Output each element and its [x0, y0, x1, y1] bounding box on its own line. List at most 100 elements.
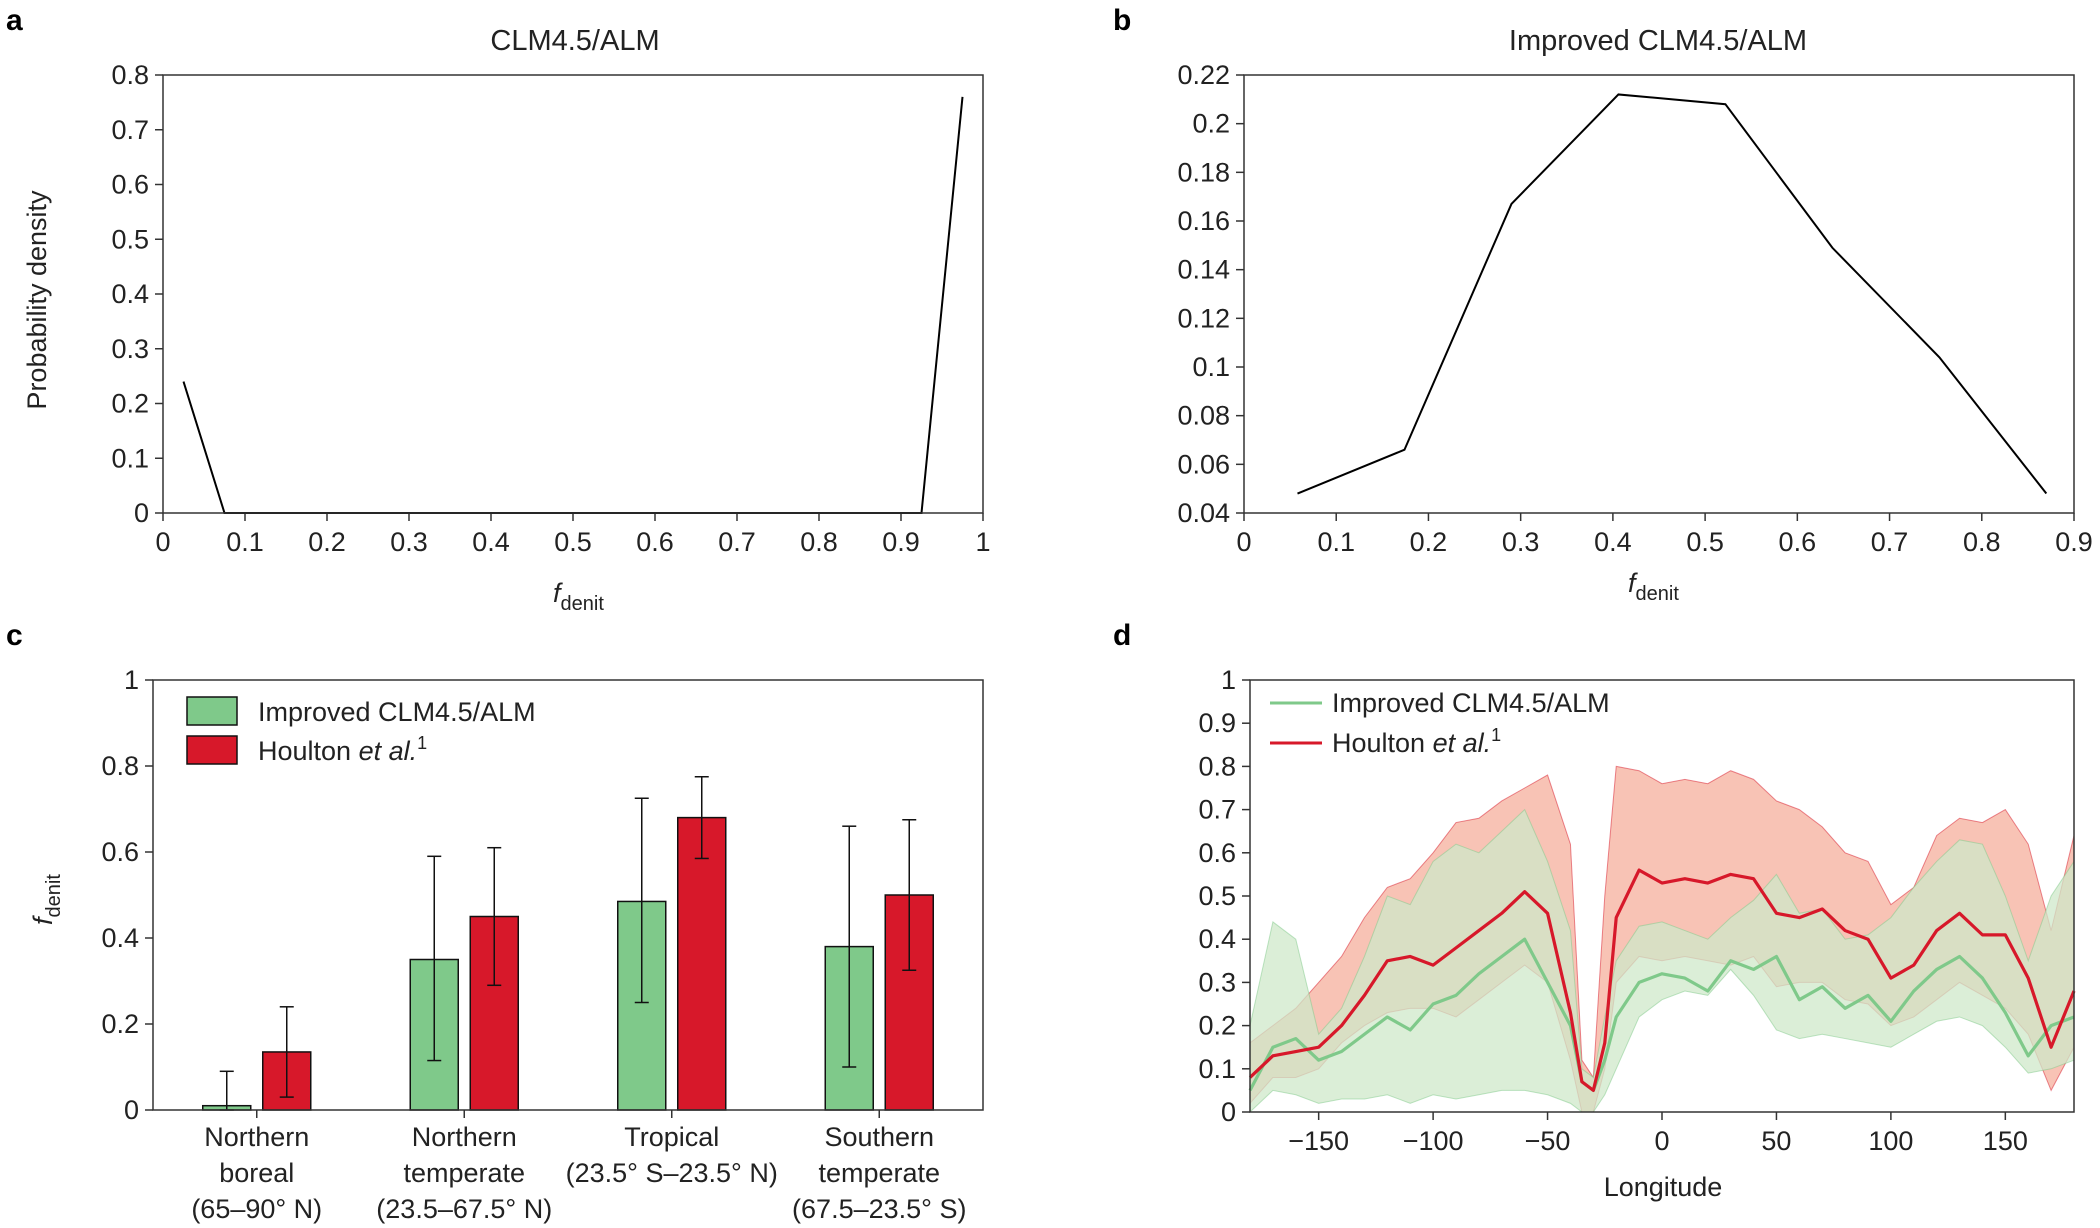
y-tick-label: 0.2 [101, 1009, 139, 1039]
line-houlton [1248, 868, 2076, 1093]
legend-houlton-name: Houlton [258, 736, 359, 766]
y-tick-label: 0.8 [101, 751, 139, 781]
panel-b-frame [1243, 74, 2075, 514]
panel-a-frame [162, 74, 984, 514]
x-tick-label: 100 [1868, 1126, 1913, 1156]
y-tick-label: 0 [124, 1095, 139, 1125]
y-tick-label: 0.6 [1198, 838, 1236, 868]
bar [677, 816, 727, 1111]
density-line-a [182, 96, 964, 514]
panel-b-xlabel-main: f [1628, 568, 1638, 598]
x-tick-label: −150 [1288, 1126, 1349, 1156]
x-tick-label: 0.4 [472, 527, 510, 557]
category-label: (23.5° S–23.5° N) [566, 1158, 778, 1188]
x-tick-label: 0.3 [390, 527, 428, 557]
panel-b-title: Improved CLM4.5/ALM [1509, 25, 1807, 57]
y-tick-label: 0.5 [1198, 881, 1236, 911]
panel-a-ylabel: Probability density [22, 190, 52, 410]
x-tick-label: 0.2 [308, 527, 346, 557]
x-tick-label: 0.6 [636, 527, 674, 557]
category-label: boreal [219, 1158, 294, 1188]
y-tick-label: 0.4 [111, 279, 149, 309]
panel-c-legend: Improved CLM4.5/ALM Houlton et al.1 [186, 696, 536, 766]
x-tick-label: 1 [975, 527, 990, 557]
legend-label-houlton: Houlton et al.1 [258, 733, 427, 766]
panel-c-ylabel: fdenit [28, 874, 65, 925]
panel-label-a: a [6, 4, 23, 37]
legend-d-label-houlton: Houlton et al.1 [1332, 725, 1501, 758]
y-tick-label: 0.7 [1198, 795, 1236, 825]
y-tick-label: 0.14 [1177, 255, 1230, 285]
legend-label-improved: Improved CLM4.5/ALM [258, 697, 536, 727]
legend-houlton-sup: 1 [417, 733, 427, 753]
y-tick-label: 0.3 [111, 334, 149, 364]
panel-a-xlabel-main: f [553, 578, 563, 608]
legend-d-houlton-etal: et al. [1433, 728, 1492, 758]
x-tick-label: 0.9 [2055, 527, 2093, 557]
panel-label-c: c [6, 619, 23, 652]
x-tick-label: −50 [1525, 1126, 1571, 1156]
panel-b-xlabel: fdenit [1628, 568, 1679, 605]
y-tick-label: 0.16 [1177, 206, 1230, 236]
panel-c-ylabel-sub: denit [43, 874, 65, 918]
panel-a-title: CLM4.5/ALM [490, 25, 659, 57]
y-tick-label: 0.3 [1198, 967, 1236, 997]
y-tick-label: 0.1 [1198, 1054, 1236, 1084]
x-tick-label: 0 [1236, 527, 1251, 557]
y-tick-label: 0.2 [1192, 109, 1230, 139]
y-tick-label: 0.7 [111, 115, 149, 145]
y-tick-label: 0.18 [1177, 157, 1230, 187]
line-improved [1248, 937, 2075, 1093]
legend-d-houlton-sup: 1 [1491, 725, 1501, 745]
y-tick-label: 0.8 [111, 60, 149, 90]
category-label: (67.5–23.5° S) [792, 1194, 966, 1224]
panel-d-legend: Improved CLM4.5/ALM Houlton et al.1 [1270, 688, 1610, 758]
y-tick-label: 0.22 [1177, 60, 1230, 90]
x-tick-label: 0.8 [1963, 527, 2001, 557]
density-line-b [1297, 93, 2048, 495]
y-tick-label: 0 [1221, 1097, 1236, 1127]
y-tick-label: 0.2 [1198, 1011, 1236, 1041]
x-tick-label: 0.4 [1594, 527, 1632, 557]
panel-c-ylabel-main: f [28, 915, 58, 925]
category-label: (23.5–67.5° N) [376, 1194, 552, 1224]
legend-d-label-improved: Improved CLM4.5/ALM [1332, 688, 1610, 718]
category-label: temperate [403, 1158, 525, 1188]
panel-b-xlabel-sub: denit [1636, 583, 1680, 605]
category-label: (65–90° N) [191, 1194, 322, 1224]
x-tick-label: 0.1 [1317, 527, 1355, 557]
y-tick-label: 0.1 [1192, 352, 1230, 382]
x-tick-label: −100 [1403, 1126, 1464, 1156]
y-tick-label: 0.4 [101, 923, 139, 953]
x-tick-label: 150 [1983, 1126, 2028, 1156]
x-tick-label: 0 [1654, 1126, 1669, 1156]
y-tick-label: 0.8 [1198, 751, 1236, 781]
panel-b-chart: Improved CLM4.5/ALM fdenit 0 0.1 0.2 0.3 0.4… [1177, 25, 2092, 605]
category-label: Northern [412, 1122, 517, 1152]
category-label: Southern [824, 1122, 934, 1152]
y-tick-label: 0.08 [1177, 401, 1230, 431]
y-tick-label: 0.4 [1198, 924, 1236, 954]
panel-a-xlabel-sub: denit [561, 593, 605, 615]
y-tick-label: 0.6 [101, 837, 139, 867]
y-tick-label: 0.6 [111, 170, 149, 200]
x-tick-label: 0.9 [882, 527, 920, 557]
panel-d-xlabel: Longitude [1604, 1172, 1723, 1202]
y-tick-label: 0.12 [1177, 303, 1230, 333]
category-label: Tropical [624, 1122, 719, 1152]
legend-swatch-red [186, 735, 238, 765]
legend-d-houlton-name: Houlton [1332, 728, 1433, 758]
category-label: temperate [818, 1158, 940, 1188]
x-tick-label: 0.7 [718, 527, 756, 557]
y-tick-label: 0.2 [111, 389, 149, 419]
panel-label-d: d [1113, 619, 1131, 652]
panel-a-xlabel: fdenit [553, 578, 604, 615]
panel-d-chart: Longitude −150 −100 −50 0 50 100 150 0 0.1 0.2 0.3… [1198, 665, 2076, 1202]
panel-c-chart: fdenit 0 0.2 0.4 0.6 0.8 1 Northern boreal (65–9… [28, 665, 984, 1224]
x-tick-label: 0.5 [1686, 527, 1724, 557]
legend-houlton-etal: et al. [359, 736, 418, 766]
x-tick-label: 50 [1761, 1126, 1791, 1156]
x-tick-label: 0.1 [226, 527, 264, 557]
y-tick-label: 0.06 [1177, 449, 1230, 479]
